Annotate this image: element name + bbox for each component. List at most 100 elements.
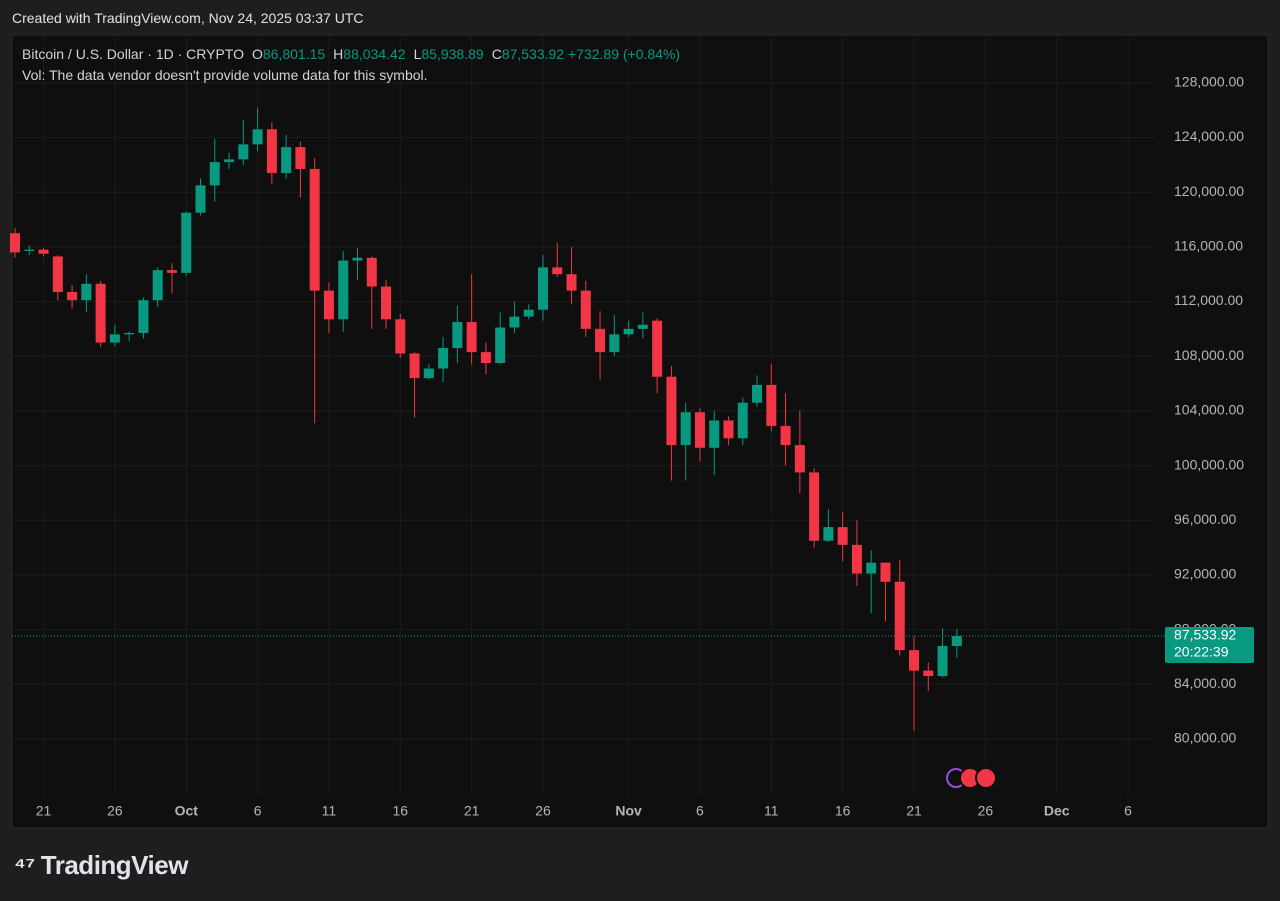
- candle-body: [694, 412, 705, 448]
- field-value: 87,533.92: [501, 46, 565, 62]
- x-tick-label: Nov: [615, 803, 642, 819]
- candle-body: [837, 527, 848, 545]
- x-tick-label: 26: [107, 803, 123, 819]
- x-tick-label: 6: [1124, 803, 1132, 819]
- candle-body: [24, 249, 35, 251]
- candle-body: [923, 670, 934, 677]
- candle-body: [266, 129, 277, 174]
- event-icon[interactable]: [975, 767, 997, 789]
- candle-body: [537, 267, 548, 310]
- candle-body: [766, 384, 777, 426]
- x-tick-label: 21: [906, 803, 922, 819]
- y-tick-label: 128,000.00: [1174, 74, 1244, 90]
- candle-body: [67, 291, 78, 301]
- header: Created with TradingView.com, Nov 24, 20…: [12, 10, 364, 26]
- y-tick-label: 96,000.00: [1174, 511, 1236, 527]
- x-tick-label: 21: [36, 803, 52, 819]
- x-tick-label: 26: [978, 803, 994, 819]
- y-tick-label: 80,000.00: [1174, 730, 1236, 746]
- candle-body: [552, 267, 563, 275]
- countdown-label: 20:22:39: [1174, 644, 1229, 660]
- candle-body: [438, 348, 449, 369]
- legend: Bitcoin / U.S. Dollar · 1D · CRYPTO O86,8…: [22, 44, 680, 86]
- x-tick-label: 21: [464, 803, 480, 819]
- y-tick-label: 84,000.00: [1174, 675, 1236, 691]
- field-key: C: [491, 46, 502, 62]
- candle-body: [623, 328, 634, 335]
- candle-body: [195, 185, 206, 213]
- chart-panel: [11, 34, 1269, 829]
- last-price-label: 87,533.92: [1174, 627, 1236, 643]
- symbol: Bitcoin / U.S. Dollar · 1D · CRYPTO: [22, 46, 244, 62]
- candle-body: [737, 402, 748, 439]
- candle-body: [951, 635, 962, 646]
- candle-body: [509, 316, 520, 328]
- candle-body: [666, 376, 677, 446]
- candle-body: [38, 249, 49, 254]
- candle-body: [652, 320, 663, 377]
- candle-body: [81, 283, 92, 301]
- candle-body: [495, 327, 506, 364]
- candle-body: [680, 412, 691, 446]
- logo-text: TradingView: [40, 850, 189, 880]
- candle-body: [352, 257, 363, 261]
- candle-body: [423, 368, 434, 379]
- candle-body: [937, 646, 948, 677]
- candle-body: [409, 353, 420, 379]
- candle-body: [152, 270, 163, 301]
- candle-body: [780, 425, 791, 446]
- y-tick-label: 100,000.00: [1174, 456, 1244, 472]
- candle-body: [723, 420, 734, 439]
- field-key: L: [413, 46, 422, 62]
- candle-body: [323, 290, 334, 320]
- x-tick-label: Oct: [175, 803, 199, 819]
- field-value: 86,801.15: [262, 46, 326, 62]
- plot: [10, 107, 1165, 731]
- candle-body: [823, 527, 834, 541]
- last-price-badge: [1165, 626, 1254, 663]
- candle-body: [366, 257, 377, 287]
- candle-body: [595, 328, 606, 353]
- candle-body: [209, 162, 220, 186]
- y-tick-label: 108,000.00: [1174, 347, 1244, 363]
- y-tick-label: 116,000.00: [1174, 238, 1243, 254]
- footer-logo: ⁴⁷ TradingView: [14, 850, 188, 881]
- candle-body: [851, 544, 862, 574]
- logo-mark: ⁴⁷: [14, 853, 35, 880]
- change: +732.89 (+0.84%): [568, 46, 681, 62]
- candle-body: [909, 650, 920, 671]
- candle-body: [395, 319, 406, 354]
- candle-body: [10, 233, 20, 253]
- candle-body: [809, 472, 820, 541]
- candle-body: [466, 322, 477, 353]
- y-tick-label: 124,000.00: [1174, 128, 1244, 144]
- candle-body: [609, 334, 620, 353]
- field-key: O: [251, 46, 263, 62]
- candle-body: [309, 168, 320, 291]
- candle-body: [709, 420, 720, 448]
- field-value: 88,034.42: [343, 46, 406, 62]
- x-tick-label: 11: [764, 803, 779, 819]
- candle-body: [580, 290, 591, 329]
- candle-body: [523, 309, 534, 317]
- candle-body: [866, 562, 877, 574]
- candle-body: [52, 256, 63, 292]
- y-tick-label: 104,000.00: [1174, 402, 1244, 418]
- candle-body: [338, 260, 349, 320]
- candle-body: [794, 445, 805, 473]
- ohlc-fields: O86,801.15 H88,034.42 L85,938.89 C87,533.92: [244, 46, 564, 62]
- y-tick-label: 120,000.00: [1174, 183, 1244, 199]
- legend-row: Bitcoin / U.S. Dollar · 1D · CRYPTO O86,8…: [22, 44, 680, 65]
- field-key: H: [333, 46, 344, 62]
- candle-body: [138, 300, 149, 333]
- candle-body: [381, 286, 392, 320]
- candle-body: [181, 212, 192, 273]
- candle-body: [480, 352, 491, 364]
- candle-body: [637, 324, 648, 329]
- x-tick-label: 26: [535, 803, 551, 819]
- x-tick-label: 16: [835, 803, 851, 819]
- x-tick-label: Dec: [1044, 803, 1070, 819]
- x-tick-label: 16: [393, 803, 409, 819]
